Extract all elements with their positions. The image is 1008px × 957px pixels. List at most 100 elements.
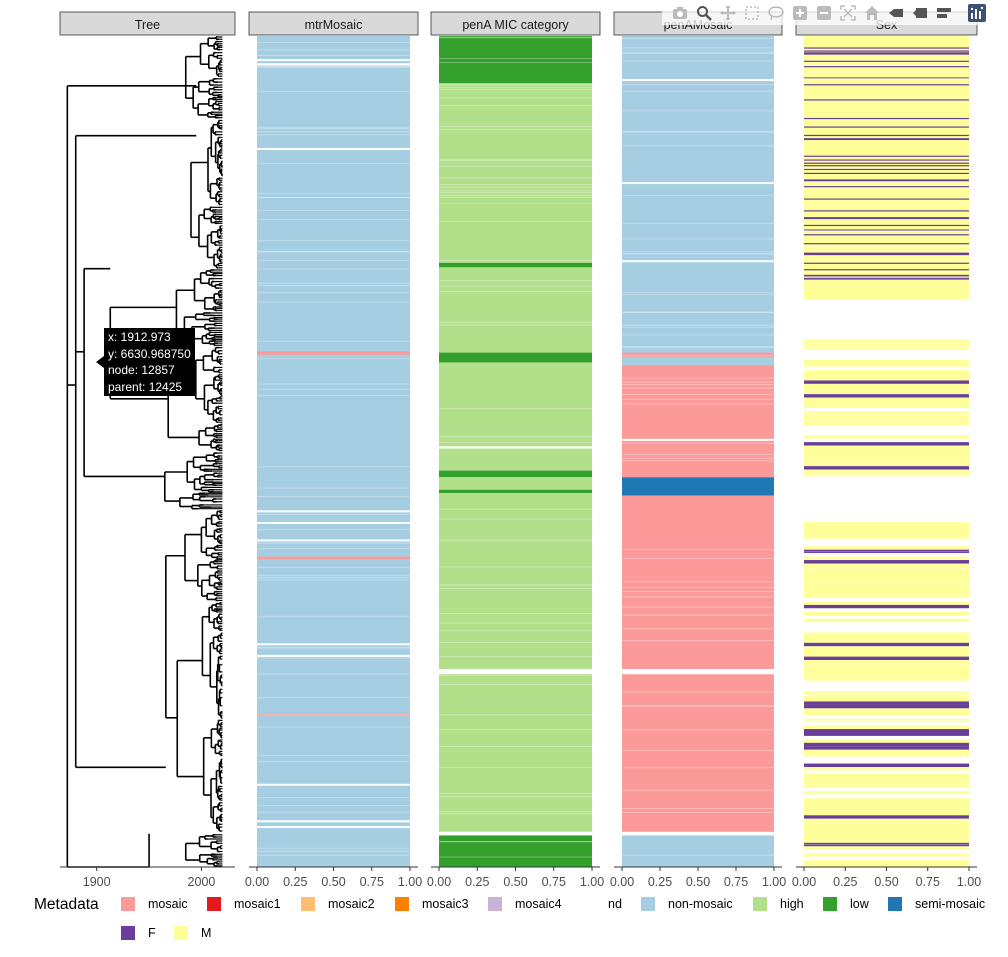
legend-item-M[interactable]: M bbox=[174, 926, 211, 940]
heat-rowline bbox=[622, 812, 774, 813]
heat-rowline bbox=[622, 253, 774, 255]
legend-item-semi-mosaic[interactable]: semi-mosaic bbox=[888, 897, 985, 911]
heat-cell bbox=[804, 749, 969, 754]
heat-rowline bbox=[622, 381, 774, 383]
heat-cell bbox=[804, 594, 969, 599]
home-icon[interactable] bbox=[862, 3, 882, 23]
camera-icon[interactable] bbox=[670, 3, 690, 23]
heat-cell bbox=[804, 363, 969, 367]
heat-rowline bbox=[622, 750, 774, 752]
hover-compare-icon[interactable] bbox=[934, 3, 954, 23]
heat-rowline bbox=[257, 529, 410, 530]
heat-rowline bbox=[804, 567, 969, 569]
heat-cell bbox=[804, 766, 969, 771]
legend-item-low[interactable]: low bbox=[823, 897, 869, 911]
heat-rowline bbox=[804, 685, 969, 686]
heat-rowline bbox=[622, 238, 774, 240]
plotly-logo-icon[interactable] bbox=[968, 4, 986, 22]
heat-cell bbox=[804, 604, 969, 609]
heat-rowline bbox=[257, 647, 410, 649]
zoom-out-icon[interactable] bbox=[814, 3, 834, 23]
heat-rowline bbox=[622, 729, 774, 731]
heat-rowline bbox=[257, 301, 410, 303]
lasso-icon[interactable] bbox=[766, 3, 786, 23]
heat-rowline bbox=[622, 194, 774, 196]
zoom-in-icon[interactable] bbox=[790, 3, 810, 23]
x-tick-label: 0.75 bbox=[360, 875, 384, 889]
heat-rowline bbox=[257, 755, 410, 756]
heat-rowline bbox=[804, 538, 969, 539]
heat-cell bbox=[804, 198, 969, 200]
heat-cell bbox=[804, 666, 969, 671]
legend-item-mosaic3[interactable]: mosaic3 bbox=[395, 897, 469, 911]
spike-icon[interactable] bbox=[886, 3, 906, 23]
heat-rowline bbox=[622, 294, 774, 296]
box-select-icon[interactable] bbox=[742, 3, 762, 23]
heat-cell bbox=[804, 704, 969, 709]
heat-rowline bbox=[622, 596, 774, 598]
heat-cell bbox=[804, 535, 969, 540]
heat-rowline bbox=[622, 705, 774, 706]
heat-cell bbox=[804, 801, 969, 805]
legend-item-F[interactable]: F bbox=[121, 926, 156, 940]
heat-cell bbox=[804, 735, 969, 740]
heat-rowline bbox=[804, 675, 969, 677]
heat-rowline bbox=[804, 500, 969, 501]
heat-rowline bbox=[257, 854, 410, 856]
pan-icon[interactable] bbox=[718, 3, 738, 23]
heat-cell bbox=[804, 134, 969, 137]
facet-label-mtr: mtrMosaic bbox=[305, 18, 363, 32]
heat-rowline bbox=[439, 87, 592, 88]
x-tick-label: 0.75 bbox=[542, 875, 566, 889]
heat-band bbox=[622, 835, 774, 867]
heat-cell bbox=[804, 611, 969, 616]
heat-rowline bbox=[439, 126, 592, 127]
heat-cell bbox=[804, 435, 969, 439]
heat-rowline bbox=[257, 251, 410, 253]
heat-cell bbox=[804, 269, 969, 271]
heat-cell bbox=[804, 811, 969, 816]
heat-cell bbox=[804, 863, 969, 867]
heat-rowline bbox=[804, 695, 969, 697]
heat-rowline bbox=[622, 403, 774, 405]
heat-rowline bbox=[622, 398, 774, 400]
heat-cell bbox=[804, 684, 969, 688]
heat-rowline bbox=[804, 230, 969, 231]
heat-cell bbox=[804, 275, 969, 277]
heat-rowline bbox=[804, 664, 969, 665]
heat-rowline bbox=[439, 267, 592, 268]
legend-item-mosaic1[interactable]: mosaic1 bbox=[207, 897, 281, 911]
heat-band bbox=[439, 489, 592, 494]
zoom-icon[interactable] bbox=[694, 3, 714, 23]
x-tick-label: 1.00 bbox=[580, 875, 604, 889]
hover-closest-icon[interactable] bbox=[910, 3, 930, 23]
heat-rowline bbox=[439, 291, 592, 292]
heat-cell bbox=[804, 522, 969, 526]
heat-rowline bbox=[622, 84, 774, 85]
legend-item-mosaic4[interactable]: mosaic4 bbox=[488, 897, 562, 911]
heat-rowline bbox=[439, 194, 592, 196]
heat-rowline bbox=[622, 587, 774, 588]
heat-rowline bbox=[622, 706, 774, 707]
legend-item-nd[interactable]: nd bbox=[581, 897, 622, 911]
heat-cell bbox=[804, 452, 969, 456]
heat-rowline bbox=[257, 850, 410, 852]
heat-rowline bbox=[622, 377, 774, 379]
legend-item-non-mosaic[interactable]: non-mosaic bbox=[641, 897, 733, 911]
legend-swatch bbox=[888, 897, 902, 911]
legend-swatch bbox=[581, 897, 595, 911]
heat-rowline bbox=[804, 158, 969, 160]
autoscale-icon[interactable] bbox=[838, 3, 858, 23]
heat-band bbox=[257, 713, 410, 716]
heat-rowline bbox=[622, 251, 774, 252]
heat-gap bbox=[622, 79, 774, 82]
heat-cell bbox=[804, 421, 969, 426]
legend-item-mosaic2[interactable]: mosaic2 bbox=[301, 897, 375, 911]
heat-rowline bbox=[257, 496, 410, 497]
legend-item-high[interactable]: high bbox=[753, 897, 804, 911]
heat-cell bbox=[804, 186, 969, 188]
heat-rowline bbox=[622, 90, 774, 92]
heat-gap bbox=[257, 148, 410, 151]
legend-item-mosaic[interactable]: mosaic bbox=[121, 897, 188, 911]
